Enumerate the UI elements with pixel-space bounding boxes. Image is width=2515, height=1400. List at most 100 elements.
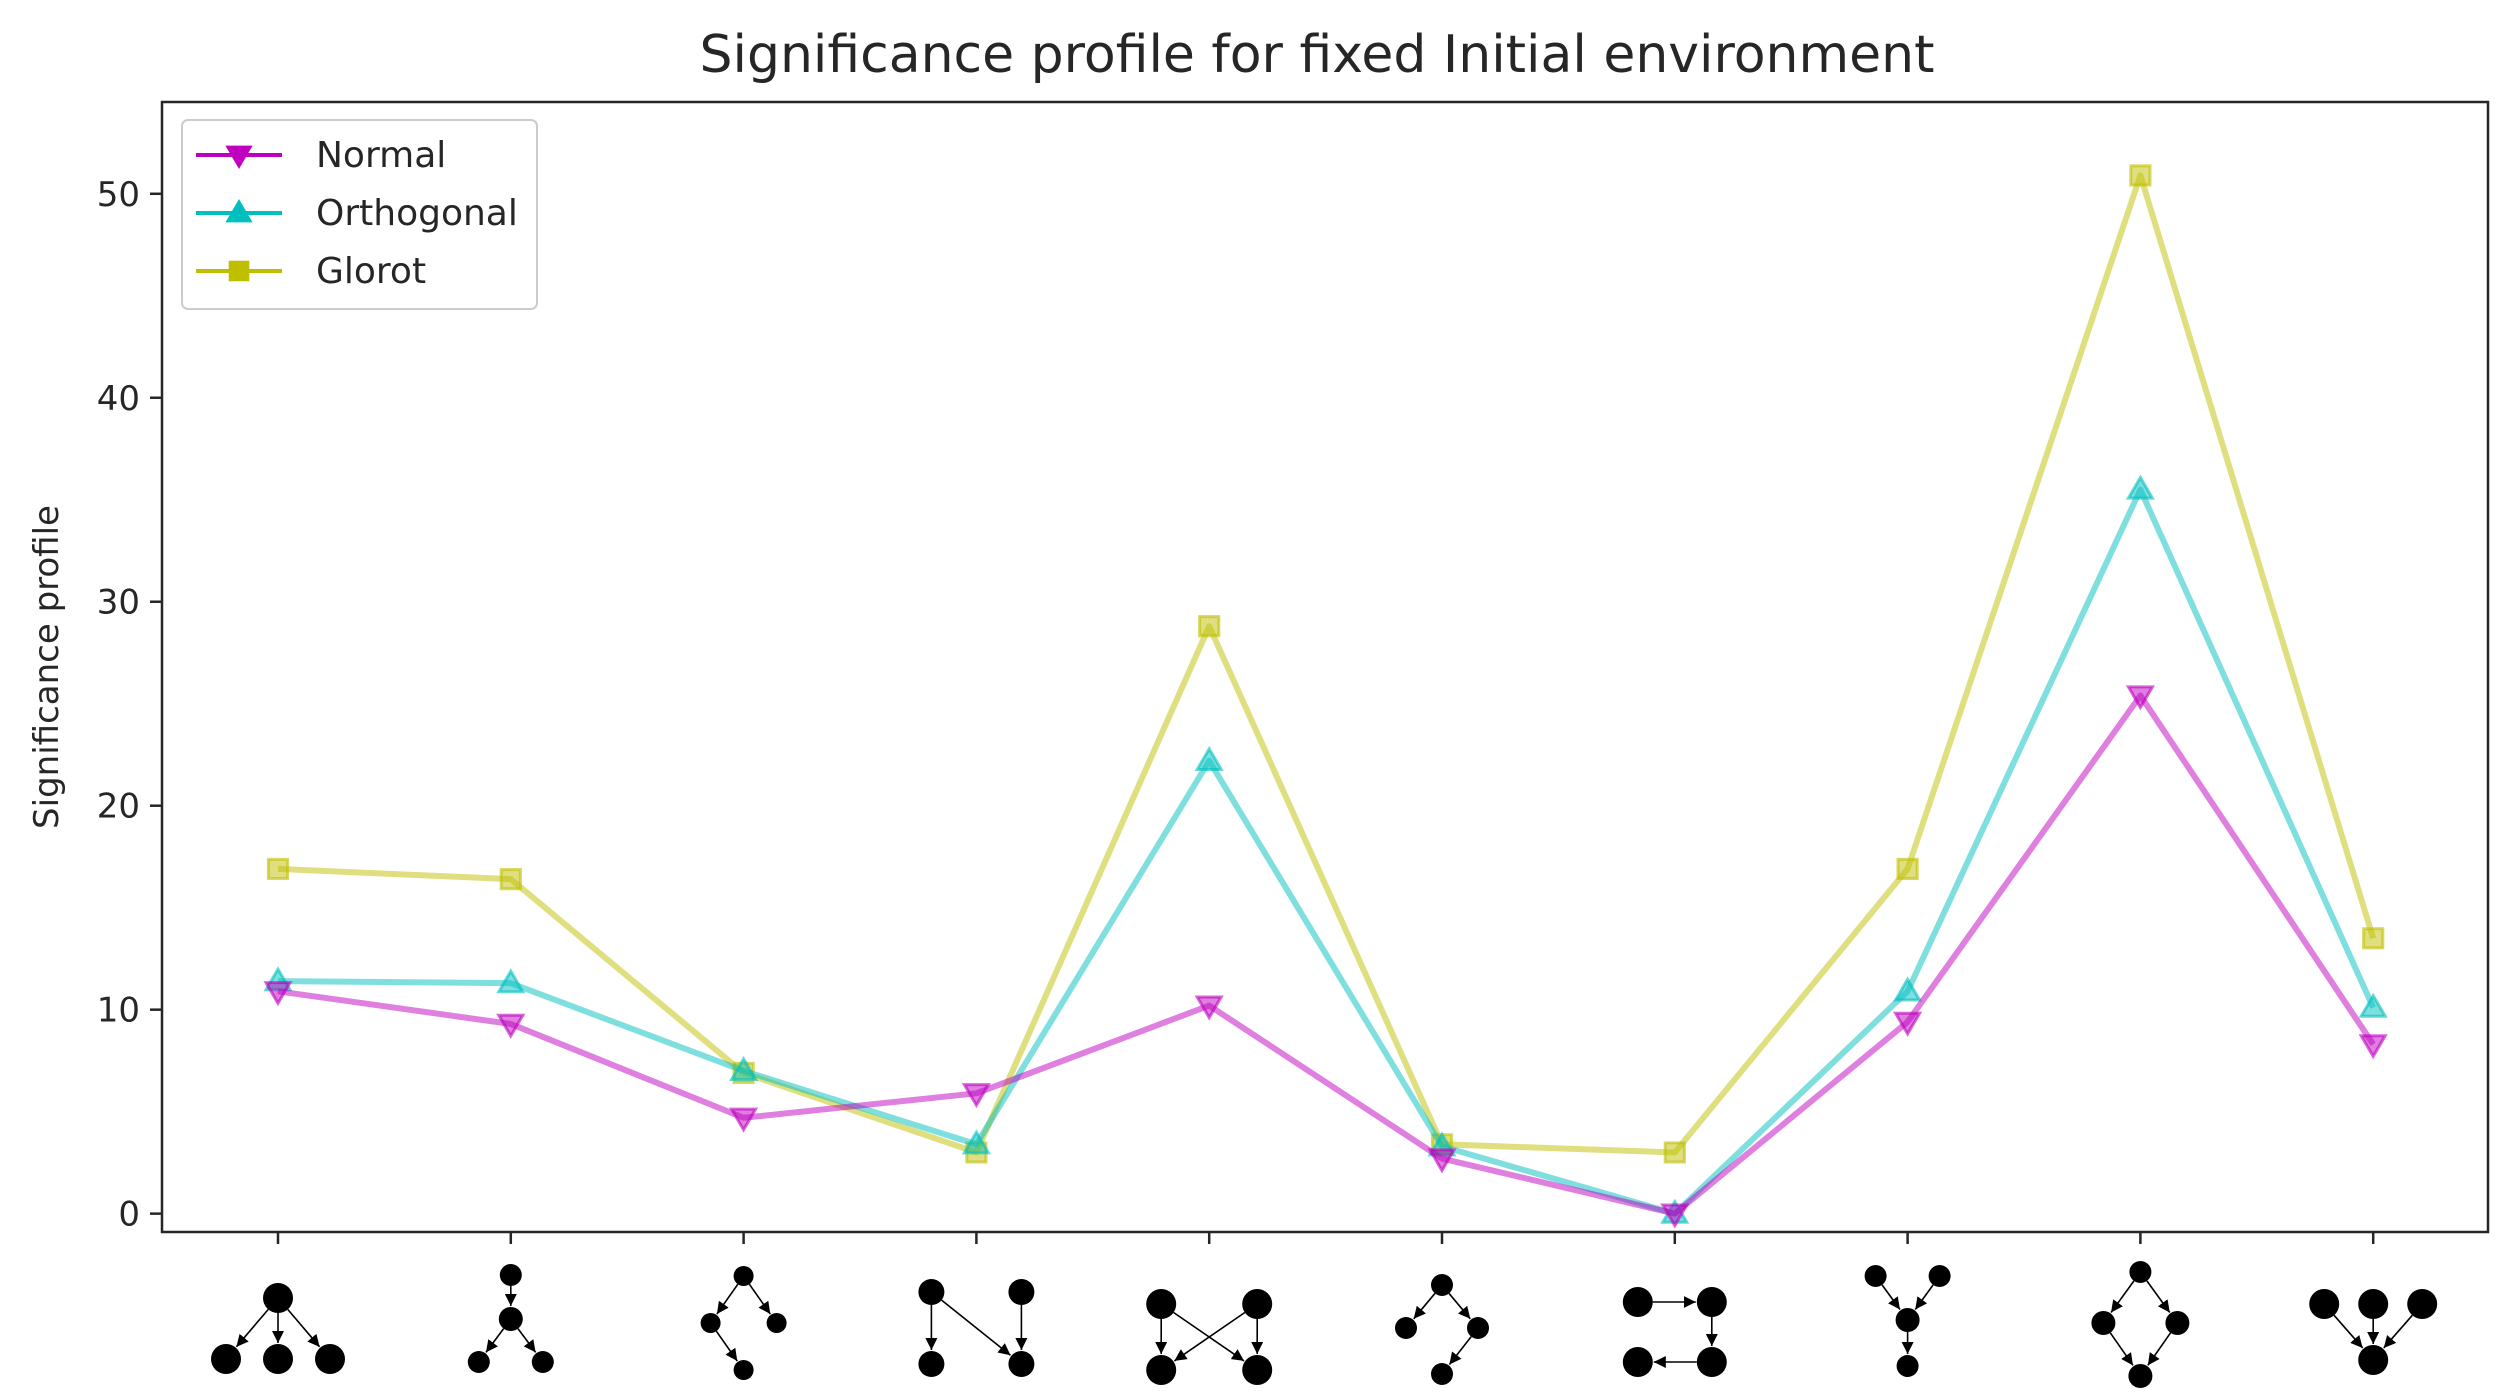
data-point bbox=[728, 1107, 759, 1133]
motif-node bbox=[499, 1264, 522, 1286]
motif-node bbox=[1696, 1347, 1727, 1377]
data-point bbox=[961, 1129, 992, 1155]
legend-frame bbox=[181, 119, 538, 310]
motif-icon bbox=[918, 1279, 1035, 1377]
motif-icon bbox=[2309, 1289, 2438, 1375]
motif-node bbox=[1242, 1355, 1273, 1385]
motif-edge bbox=[748, 1283, 771, 1315]
y-tick-label: 0 bbox=[118, 1195, 140, 1235]
data-point bbox=[961, 1083, 992, 1109]
motif-icon bbox=[467, 1264, 554, 1373]
motif-node bbox=[531, 1351, 554, 1373]
motif-node bbox=[2358, 1345, 2389, 1375]
motif-node bbox=[1928, 1265, 1951, 1287]
motif-node bbox=[766, 1313, 787, 1333]
data-point bbox=[2362, 927, 2385, 950]
data-point bbox=[1892, 976, 1923, 1002]
motif-icon bbox=[1622, 1287, 1727, 1377]
motif-node bbox=[1146, 1289, 1177, 1319]
motif-icon bbox=[211, 1283, 345, 1374]
data-point bbox=[1896, 857, 1919, 881]
data-point bbox=[263, 981, 293, 1007]
legend-item-normal: Normal bbox=[196, 135, 446, 176]
y-tick-label: 10 bbox=[97, 991, 140, 1031]
series-normal bbox=[263, 685, 2388, 1229]
motif-node bbox=[2129, 1261, 2152, 1283]
motif-node bbox=[467, 1351, 490, 1373]
data-point bbox=[496, 1013, 526, 1039]
motif-node bbox=[1146, 1355, 1177, 1385]
data-point bbox=[1892, 1011, 1923, 1037]
motif-edge bbox=[1413, 1292, 1436, 1320]
y-axis-label: Significance profile bbox=[27, 505, 67, 829]
legend: Normal Orthogonal Glorot bbox=[181, 119, 538, 310]
motif-node bbox=[2128, 1364, 2153, 1388]
motif-edge bbox=[2109, 1332, 2134, 1366]
motif-node bbox=[211, 1344, 241, 1374]
motif-node bbox=[1008, 1279, 1035, 1305]
motif-node bbox=[1242, 1289, 1273, 1319]
motif-icon bbox=[2091, 1261, 2190, 1388]
motif-edge bbox=[235, 1308, 269, 1348]
motif-icon bbox=[1146, 1289, 1273, 1385]
y-tick-label: 20 bbox=[97, 787, 140, 827]
motif-node bbox=[263, 1283, 293, 1313]
motif-node bbox=[263, 1344, 293, 1374]
legend-item-orthogonal: Orthogonal bbox=[196, 193, 518, 234]
motif-node bbox=[918, 1351, 945, 1377]
motif-node bbox=[315, 1344, 345, 1374]
motif-edge bbox=[1914, 1284, 1934, 1310]
motif-edge bbox=[1448, 1292, 1471, 1320]
motif-node bbox=[2091, 1311, 2116, 1335]
motif-node bbox=[2165, 1311, 2190, 1335]
y-axis: 0 10 20 30 40 50 bbox=[97, 175, 162, 1235]
series-line bbox=[277, 172, 2377, 1156]
motif-icons bbox=[211, 1261, 2438, 1388]
motif-node bbox=[1895, 1308, 1920, 1332]
y-tick-label: 50 bbox=[97, 175, 140, 215]
motif-edge bbox=[2147, 1332, 2172, 1366]
data-point bbox=[1660, 1203, 1690, 1229]
data-point bbox=[1194, 745, 1224, 771]
motif-node bbox=[1467, 1317, 1489, 1339]
motif-node bbox=[733, 1360, 754, 1380]
motif-edge bbox=[287, 1308, 321, 1348]
motif-node bbox=[1622, 1347, 1653, 1377]
series-line bbox=[277, 692, 2376, 1217]
series-line bbox=[277, 486, 2376, 1217]
data-point bbox=[2129, 164, 2152, 187]
data-point bbox=[1663, 1141, 1686, 1164]
legend-label: Orthogonal bbox=[316, 193, 518, 234]
motif-node bbox=[2407, 1289, 2438, 1319]
legend-marker bbox=[228, 260, 250, 282]
y-tick-label: 30 bbox=[97, 583, 140, 623]
motif-node bbox=[498, 1307, 523, 1331]
chart-title: Significance profile for fixed Initial e… bbox=[700, 25, 1935, 85]
motif-node bbox=[1395, 1317, 1417, 1339]
legend-label: Normal bbox=[316, 135, 446, 176]
series-layer bbox=[263, 164, 2388, 1229]
motif-edge bbox=[2146, 1280, 2171, 1313]
motif-node bbox=[733, 1266, 754, 1286]
data-point bbox=[1427, 1148, 1457, 1174]
motif-icon bbox=[1395, 1274, 1489, 1385]
data-point bbox=[2125, 474, 2156, 500]
motif-node bbox=[2309, 1289, 2340, 1319]
legend-marker bbox=[225, 145, 253, 169]
motif-node bbox=[1431, 1274, 1453, 1296]
motif-node bbox=[918, 1279, 945, 1305]
data-point bbox=[2125, 685, 2156, 711]
motif-icon bbox=[700, 1266, 787, 1380]
data-point bbox=[1194, 995, 1224, 1021]
y-tick-label: 40 bbox=[97, 379, 140, 419]
motif-edge bbox=[1173, 1311, 1246, 1362]
legend-marker bbox=[225, 199, 253, 223]
motif-edge bbox=[517, 1328, 537, 1353]
data-point bbox=[1198, 615, 1221, 638]
data-point bbox=[728, 1055, 759, 1082]
x-axis bbox=[276, 1232, 2375, 1244]
motif-edge bbox=[716, 1283, 739, 1315]
motif-edge bbox=[715, 1330, 738, 1362]
